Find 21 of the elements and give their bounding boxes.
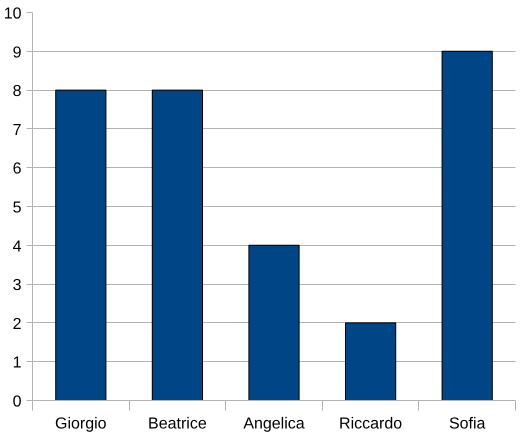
y-tick-label: 8 [12,83,22,100]
y-tick-label: 4 [12,238,22,256]
y-tick-label: 3 [12,277,22,294]
x-tick-label: Riccardo [339,416,402,432]
x-tick-label: Beatrice [148,416,207,432]
bar [55,90,106,400]
y-tick-label: 5 [12,200,22,216]
bar [248,244,300,400]
y-tick-label: 2 [12,316,22,333]
bar [344,322,396,400]
y-tick-label: 6 [12,160,22,178]
bar [442,50,493,400]
y-tick-label: 7 [12,122,22,139]
x-tick-label: Giorgio [55,416,107,432]
y-tick-label: 1 [12,354,22,372]
y-tick-label: 0 [12,394,22,410]
x-tick-label: Sofia [448,416,486,432]
bar [152,90,204,400]
x-tick-label: Angelica [243,416,305,432]
y-tick-label: 10 [4,6,22,22]
y-tick-label: 9 [12,44,22,62]
